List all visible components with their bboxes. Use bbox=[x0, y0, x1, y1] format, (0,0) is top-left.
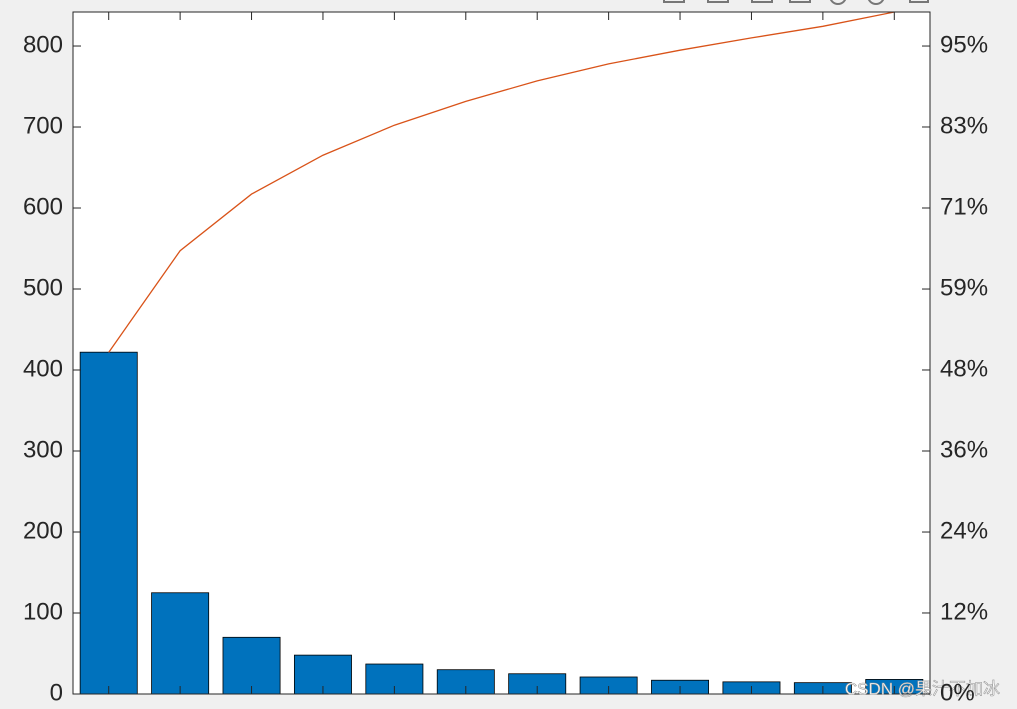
tool-icon[interactable] bbox=[829, 0, 847, 5]
y2-tick-label: 0% bbox=[940, 679, 975, 706]
tool-icon[interactable] bbox=[867, 0, 885, 5]
y2-tick-label: 12% bbox=[940, 598, 988, 625]
plot-area bbox=[73, 12, 930, 694]
bar bbox=[79, 351, 138, 695]
y-tick-label: 500 bbox=[23, 274, 63, 301]
toolbar bbox=[663, 0, 929, 5]
y-tick-label: 0 bbox=[50, 679, 63, 706]
y2-tick-label: 83% bbox=[940, 112, 988, 139]
y2-tick-label: 24% bbox=[940, 517, 988, 544]
y2-tick-label: 36% bbox=[940, 436, 988, 463]
bar bbox=[151, 592, 210, 695]
tool-icon[interactable] bbox=[909, 0, 929, 3]
y-tick-label: 400 bbox=[23, 355, 63, 382]
y-tick-label: 200 bbox=[23, 517, 63, 544]
y2-tick-label: 48% bbox=[940, 355, 988, 382]
axes-box bbox=[72, 11, 931, 695]
y2-tick-label: 71% bbox=[940, 193, 988, 220]
y-tick-label: 600 bbox=[23, 193, 63, 220]
tool-icon[interactable] bbox=[707, 0, 729, 3]
marks bbox=[79, 11, 924, 695]
y-tick-label: 700 bbox=[23, 112, 63, 139]
y-tick-label: 300 bbox=[23, 436, 63, 463]
y-tick-label: 800 bbox=[23, 31, 63, 58]
cumulative-line bbox=[108, 11, 895, 353]
tool-icon[interactable] bbox=[789, 0, 811, 3]
bar bbox=[222, 636, 281, 695]
tool-icon[interactable] bbox=[751, 0, 773, 3]
y2-tick-label: 59% bbox=[940, 274, 988, 301]
y2-tick-label: 95% bbox=[940, 31, 988, 58]
tool-icon[interactable] bbox=[663, 0, 685, 3]
y-tick-label: 100 bbox=[23, 598, 63, 625]
watermark: CSDN @果汁不加冰 bbox=[845, 679, 1000, 698]
